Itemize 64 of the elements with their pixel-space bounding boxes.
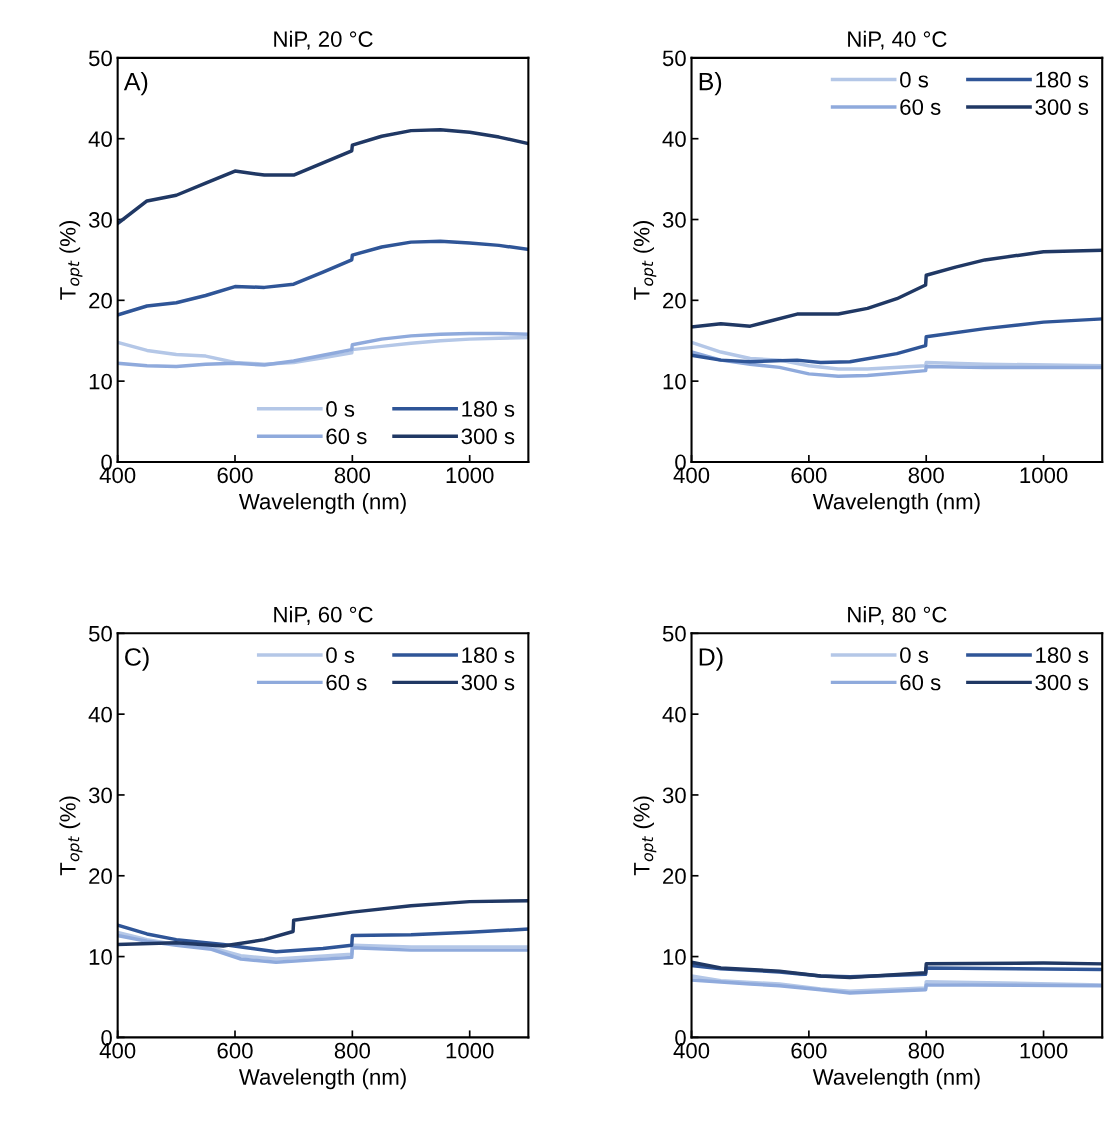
y-axis-title: T$_{opt}$ (%) — [633, 221, 657, 300]
x-tick-label: 800 — [908, 467, 944, 484]
x-tick-label: 800 — [334, 1042, 371, 1059]
y-tick-label: 10 — [89, 373, 112, 390]
x-axis-title: Wavelength (nm) — [238, 493, 406, 514]
x-tick-label: 600 — [791, 467, 827, 484]
y-tick-label: 50 — [88, 625, 112, 642]
annotation: B) — [699, 72, 722, 96]
y-tick-label: 30 — [88, 787, 112, 804]
x-tick-label: 1000 — [446, 1042, 494, 1059]
y-tick-label: 40 — [88, 131, 112, 147]
legend-label: 0 s — [900, 71, 929, 88]
x-tick-label: 600 — [791, 1042, 827, 1059]
y-tick-label: 20 — [663, 868, 686, 885]
chart-title: NiP, 40 °C — [848, 30, 947, 50]
x-tick-label: 1000 — [446, 467, 494, 484]
y-axis-title: T$_{opt}$ (%) — [633, 796, 657, 876]
legend-label: 60 s — [326, 674, 367, 691]
y-tick-label: 20 — [89, 868, 112, 885]
annotation: D) — [699, 647, 723, 671]
x-tick-label: 1000 — [1020, 1042, 1068, 1059]
y-tick-label: 40 — [662, 706, 686, 723]
y-tick-label: 30 — [88, 212, 112, 228]
legend-label: 60 s — [900, 674, 941, 691]
y-tick-label: 50 — [662, 625, 686, 642]
x-axis-title: Wavelength (nm) — [812, 1068, 980, 1090]
y-tick-label: 50 — [662, 50, 686, 67]
legend-label: 180 s — [462, 401, 515, 417]
chart-title: NiP, 80 °C — [848, 606, 947, 626]
legend-label: 180 s — [462, 647, 515, 663]
legend-label: 0 s — [900, 647, 929, 663]
y-tick-label: 30 — [662, 212, 686, 228]
y-tick-label: 40 — [88, 706, 112, 723]
y-tick-label: 10 — [663, 373, 686, 390]
legend-label: 60 s — [326, 428, 367, 445]
y-axis-title: T$_{opt}$ (%) — [59, 221, 83, 300]
legend-label: 0 s — [326, 401, 355, 417]
y-axis-title: T$_{opt}$ (%) — [59, 796, 83, 876]
y-tick-label: 20 — [89, 292, 112, 309]
x-axis-title: Wavelength (nm) — [238, 1068, 406, 1090]
y-tick-label: 20 — [663, 292, 686, 309]
annotation: A) — [123, 72, 148, 96]
x-axis-title: Wavelength (nm) — [812, 493, 980, 514]
annotation: C) — [125, 647, 149, 671]
x-tick-label: 1000 — [1020, 467, 1068, 484]
legend-label: 180 s — [1036, 647, 1089, 663]
y-tick-label: 10 — [663, 949, 686, 965]
legend-label: 60 s — [900, 99, 941, 115]
chart-title: NiP, 60 °C — [274, 606, 373, 626]
legend-label: 0 s — [326, 647, 355, 663]
x-tick-label: 600 — [217, 1042, 253, 1059]
y-tick-label: 10 — [89, 949, 112, 965]
x-tick-label: 800 — [334, 467, 371, 484]
legend-label: 300 s — [1035, 99, 1089, 115]
legend-label: 300 s — [461, 674, 515, 691]
y-tick-label: 50 — [88, 50, 112, 67]
legend-label: 300 s — [1035, 674, 1089, 691]
y-tick-label: 40 — [662, 131, 686, 147]
y-tick-label: 30 — [662, 787, 686, 804]
x-tick-label: 600 — [217, 467, 253, 484]
legend-label: 180 s — [1036, 71, 1089, 88]
legend-label: 300 s — [461, 428, 515, 445]
x-tick-label: 800 — [908, 1042, 944, 1059]
chart-title: NiP, 20 °C — [274, 30, 373, 50]
